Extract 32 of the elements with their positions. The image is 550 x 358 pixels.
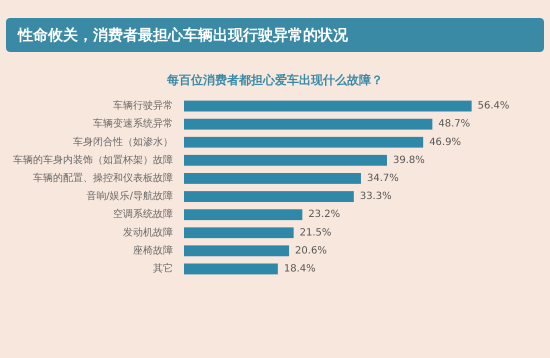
data-label: 33.3% — [360, 191, 392, 202]
bar — [184, 264, 278, 274]
bar — [184, 173, 361, 184]
data-label: 46.9% — [429, 136, 461, 148]
data-label: 39.8% — [392, 154, 425, 166]
data-label: 34.7% — [366, 173, 399, 184]
y-tick-label: 音响/娱乐/导航故障 — [86, 190, 173, 202]
chart-title: 性命攸关，消费者最担心车辆出现行驶异常的状况 — [6, 18, 544, 52]
data-label: 23.2% — [308, 209, 340, 220]
y-tick-label: 车辆的车身内装饰（如置杯架）故障 — [13, 154, 173, 166]
data-label: 18.4% — [284, 264, 316, 275]
bar — [184, 118, 432, 130]
bar — [184, 100, 472, 112]
y-tick-label: 车辆的配置、操控和仪表板故障 — [33, 172, 173, 184]
bar — [184, 191, 354, 202]
y-tick-label: 车身闭合性（如渗水） — [73, 136, 173, 148]
bar — [184, 209, 302, 220]
data-label: 48.7% — [438, 118, 470, 130]
y-tick-label: 座椅故障 — [133, 244, 173, 256]
y-tick-label: 其它 — [153, 262, 173, 275]
y-tick-label: 车辆行驶异常 — [113, 100, 173, 112]
bar — [184, 245, 290, 256]
data-label: 21.5% — [300, 227, 332, 238]
y-tick-label: 车辆变速系统异常 — [93, 118, 173, 130]
y-tick-label: 空调系统故障 — [113, 208, 173, 220]
data-label: 56.4% — [478, 100, 510, 112]
y-tick-label: 发动机故障 — [123, 226, 173, 238]
chart-subtitle: 每百位消费者都担心爱车出现什么故障？ — [166, 72, 384, 88]
bar — [184, 136, 424, 148]
bar — [184, 154, 387, 166]
data-label: 20.6% — [295, 245, 327, 256]
bar — [184, 227, 294, 238]
